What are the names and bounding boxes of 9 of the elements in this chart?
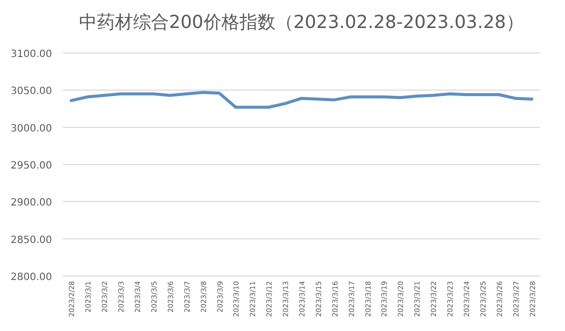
y-tick-label: 2850.00 [10,234,52,246]
y-tick-label: 3000.00 [10,123,52,134]
y-tick-label: 3050.00 [10,86,52,98]
line-series [70,90,534,109]
chart-title: 中药材综合200价格指数（2023.02.28-2023.03.28） [79,12,524,33]
y-tick-label: 2800.00 [10,272,52,283]
y-tick-label: 3100.00 [10,49,52,60]
y-tick-label: 2900.00 [10,198,52,209]
y-tick-label: 2950.00 [10,160,52,172]
